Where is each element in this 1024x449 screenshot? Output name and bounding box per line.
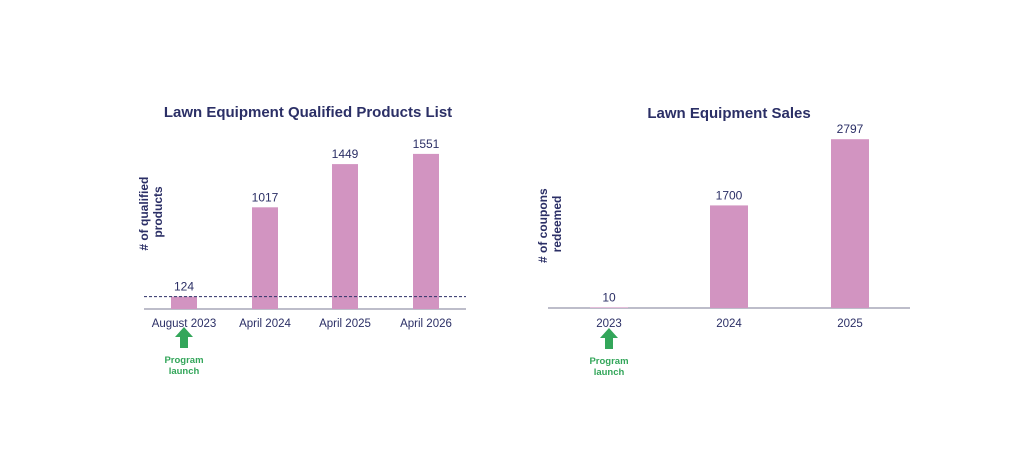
qpl-data-label: 1449	[332, 147, 359, 161]
qpl-data-labels: 124 1017 1449 1551	[174, 137, 440, 294]
qpl-bar	[171, 296, 197, 309]
sales-bar	[590, 307, 628, 308]
qpl-annotation-line-2: launch	[169, 366, 200, 377]
qpl-bars	[171, 153, 439, 309]
qpl-program-launch-annotation: Program launch	[164, 327, 204, 377]
qpl-x-tick-label: August 2023	[152, 318, 217, 330]
sales-y-axis-label-line-1: # of coupons	[536, 188, 550, 263]
qpl-annotation-line-1: Program	[164, 355, 203, 366]
sales-bar	[831, 139, 869, 308]
qpl-y-axis-label-line-2: products	[151, 186, 165, 238]
sales-x-tick-labels: 2023 2024 2025	[596, 318, 863, 330]
sales-x-tick-label: 2023	[596, 318, 622, 330]
sales-data-labels: 10 1700 2797	[602, 122, 863, 304]
sales-data-label: 2797	[837, 122, 864, 136]
sales-chart-title: Lawn Equipment Sales	[647, 105, 810, 122]
up-arrow-icon	[175, 327, 193, 348]
qpl-y-axis-label: # of qualified products	[137, 173, 165, 250]
sales-annotation-line-1: Program	[589, 356, 628, 367]
qpl-x-tick-label: April 2024	[239, 318, 291, 330]
qpl-data-label: 124	[174, 280, 194, 294]
sales-program-launch-annotation: Program launch	[589, 328, 629, 378]
up-arrow-icon	[600, 328, 618, 349]
qpl-x-tick-labels: August 2023 April 2024 April 2025 April 202…	[152, 318, 452, 330]
sales-data-label: 10	[602, 290, 616, 304]
qpl-y-axis-label-line-1: # of qualified	[137, 177, 151, 251]
sales-data-label: 1700	[716, 188, 743, 202]
qpl-bar	[413, 153, 439, 309]
sales-x-tick-label: 2025	[837, 318, 863, 330]
qpl-x-tick-label: April 2026	[400, 318, 452, 330]
qpl-chart: Lawn Equipment Qualified Products List #…	[137, 104, 466, 377]
sales-chart: Lawn Equipment Sales # of coupons redeem…	[536, 105, 910, 378]
qpl-bar	[252, 207, 278, 309]
sales-x-tick-label: 2024	[716, 318, 742, 330]
sales-y-axis-label: # of coupons redeemed	[536, 185, 564, 263]
qpl-bar	[332, 164, 358, 309]
sales-bars	[590, 139, 869, 308]
sales-annotation-line-2: launch	[594, 367, 625, 378]
qpl-x-tick-label: April 2025	[319, 318, 371, 330]
sales-y-axis-label-line-2: redeemed	[550, 196, 564, 253]
sales-bar	[710, 205, 748, 308]
qpl-data-label: 1551	[413, 137, 440, 151]
qpl-data-label: 1017	[252, 190, 279, 204]
qpl-chart-title: Lawn Equipment Qualified Products List	[164, 104, 452, 121]
